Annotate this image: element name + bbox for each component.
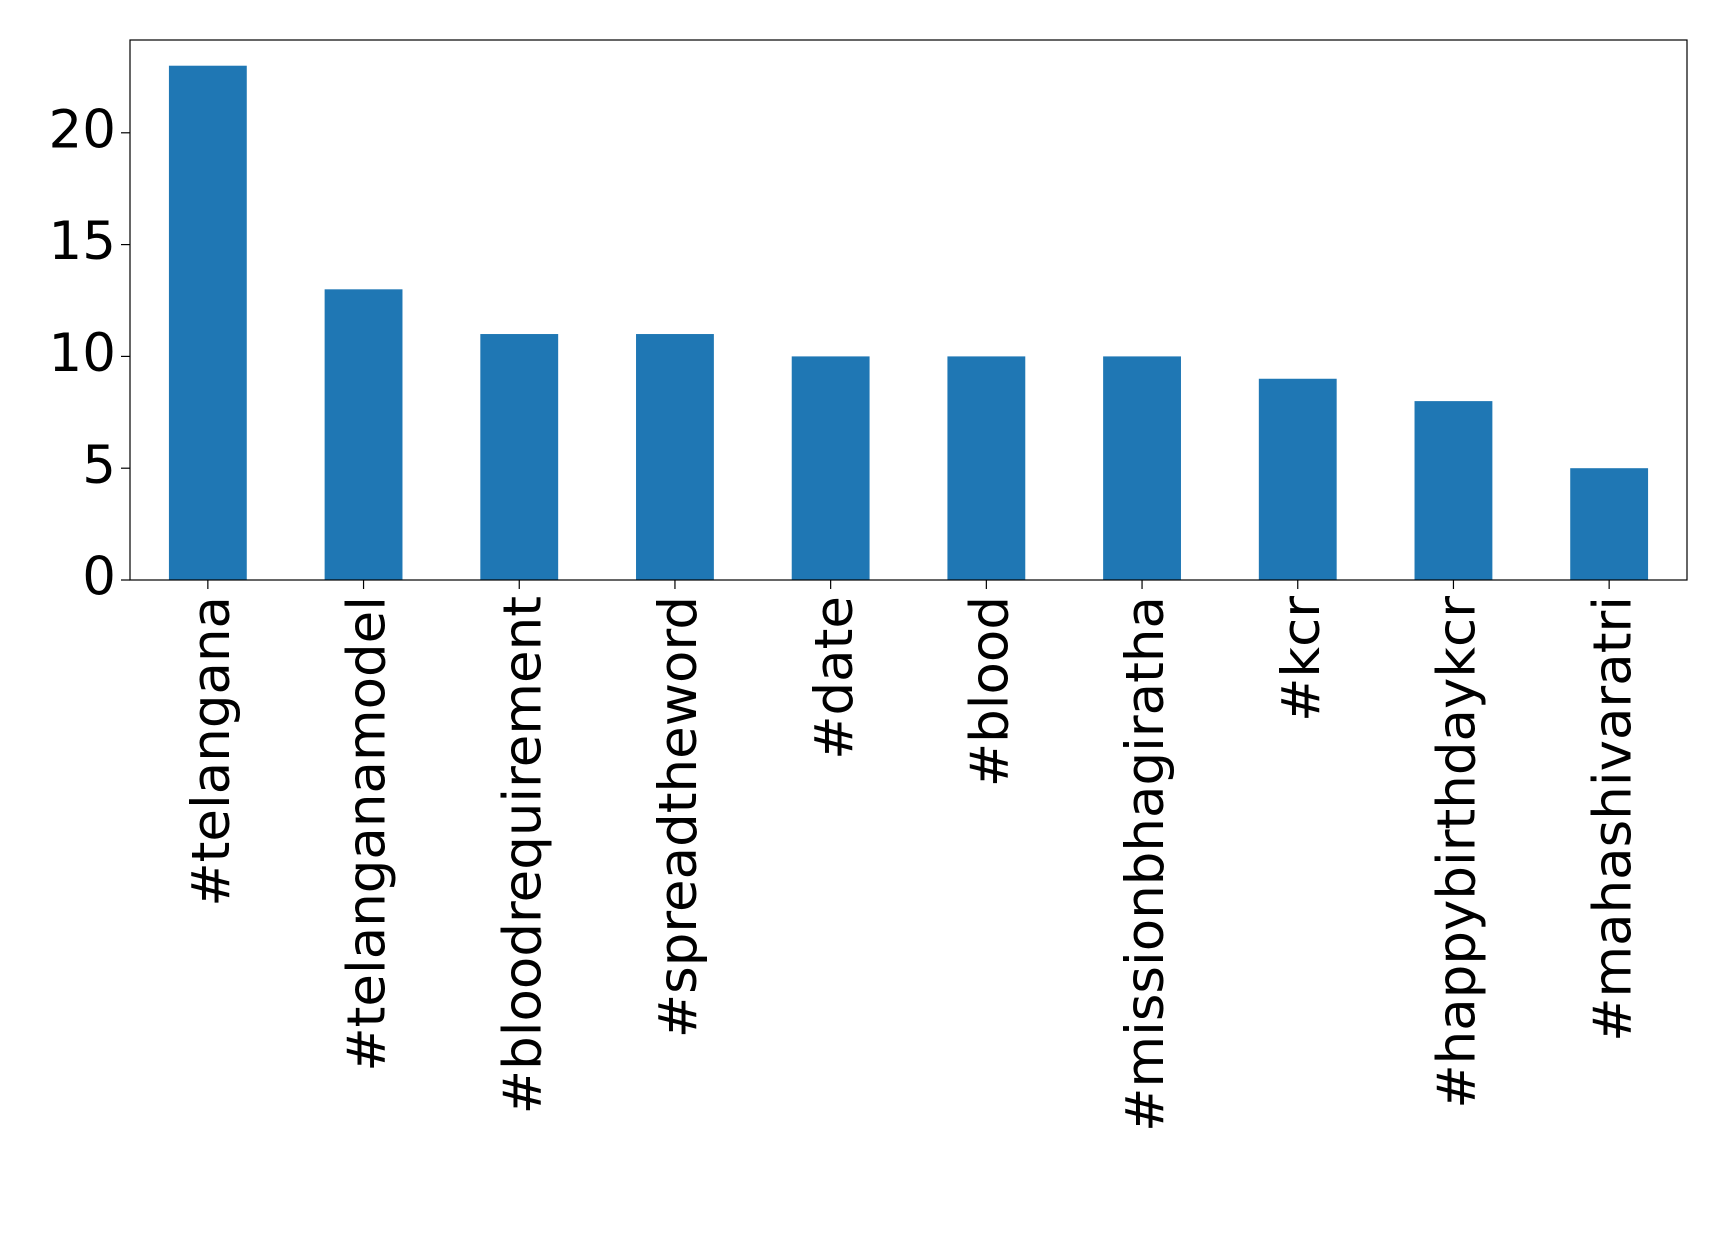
plot-frame xyxy=(129,39,1688,581)
x-tick-label: #date xyxy=(804,596,865,760)
bar xyxy=(947,356,1026,580)
x-tick-label: #spreadtheword xyxy=(648,596,709,1038)
bar xyxy=(168,65,247,580)
x-tick-label: #mahashivaratri xyxy=(1582,596,1643,1042)
bar xyxy=(636,334,714,580)
bar xyxy=(1570,468,1649,580)
bar xyxy=(1103,356,1181,580)
bar xyxy=(791,356,870,580)
x-tick-label: #missionbhagiratha xyxy=(1115,596,1176,1132)
x-tick-label: #happybirthdaykcr xyxy=(1427,596,1488,1109)
y-tick-label: 10 xyxy=(49,323,116,384)
bar xyxy=(1258,378,1337,580)
bar xyxy=(1414,401,1493,580)
x-tick-label: #kcr xyxy=(1271,596,1332,722)
x-tick-label: #blood xyxy=(960,596,1021,787)
y-tick-label: 20 xyxy=(49,99,116,160)
y-tick-label: 15 xyxy=(49,211,116,272)
x-tick-label: #telangana xyxy=(181,596,242,907)
y-tick-label: 0 xyxy=(82,547,116,608)
x-tick-label: #telanganamodel xyxy=(337,596,398,1072)
y-tick-label: 5 xyxy=(82,435,116,496)
x-tick-label: #bloodrequirement xyxy=(492,596,553,1114)
bar xyxy=(480,334,559,580)
bar xyxy=(324,289,403,580)
